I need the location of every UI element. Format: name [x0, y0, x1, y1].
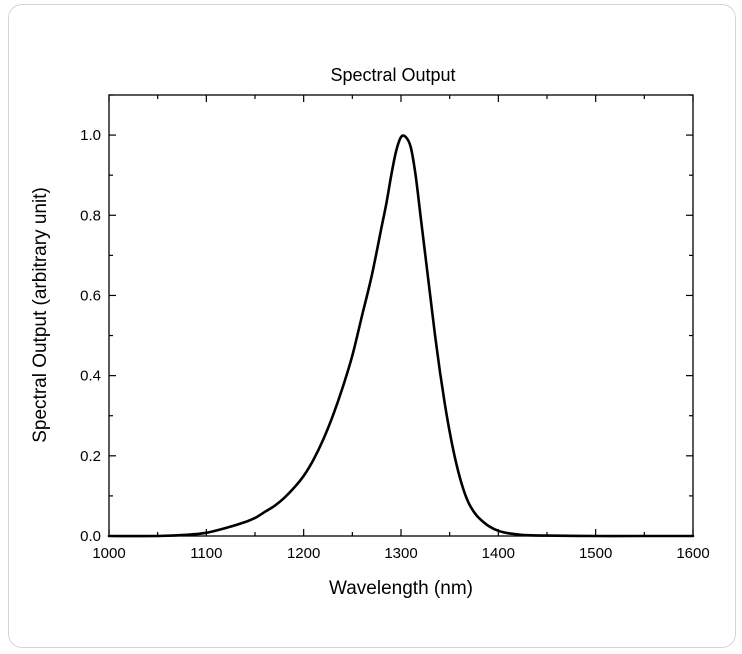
series-line-spectral-output: [107, 134, 695, 538]
x-axis-title: Wavelength (nm): [329, 578, 473, 599]
chart-title: Spectral Output: [330, 65, 455, 85]
chart-card: [8, 4, 736, 648]
x-tick-label: 1000: [92, 545, 125, 562]
x-tick-label: 1600: [676, 545, 709, 562]
x-tick-label: 1500: [579, 545, 612, 562]
x-tick-label: 1400: [482, 545, 515, 562]
y-tick-label: 0.4: [80, 368, 101, 385]
y-tick-label: 0.2: [80, 448, 101, 465]
y-tick-label: 0.8: [80, 207, 101, 224]
y-tick-label: 1.0: [80, 127, 101, 144]
y-tick-labels: 0.0 0.2 0.4 0.6 0.8 1.0: [80, 127, 101, 545]
x-tick-labels: 1000 1100 1200 1300 1400 1500 1600: [92, 545, 709, 562]
y-tick-label: 0.0: [80, 528, 101, 545]
y-axis-title: Spectral Output (arbitrary unit): [30, 187, 51, 443]
x-tick-label: 1100: [190, 545, 222, 562]
y-tick-label: 0.6: [80, 287, 101, 304]
x-tick-label: 1200: [287, 545, 320, 562]
x-tick-label: 1300: [384, 545, 417, 562]
axis-ticks: [108, 94, 694, 537]
plot-frame: [108, 94, 694, 537]
